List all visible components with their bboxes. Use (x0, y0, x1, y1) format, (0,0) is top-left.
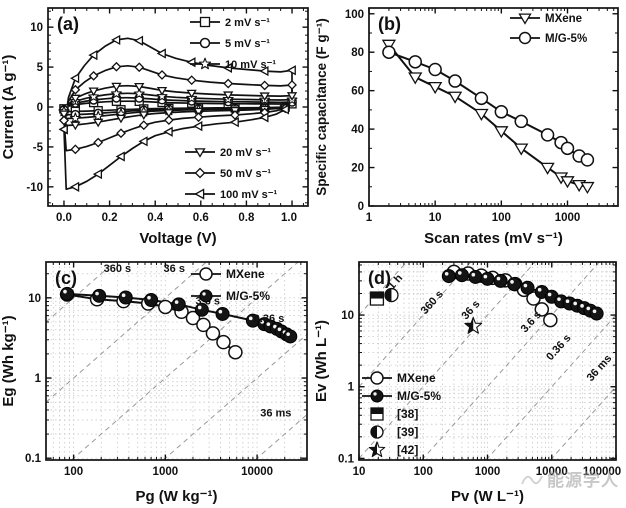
svg-text:10: 10 (353, 466, 366, 478)
svg-text:100 mV s⁻¹: 100 mV s⁻¹ (220, 189, 278, 201)
svg-text:Pg (W kg⁻¹): Pg (W kg⁻¹) (135, 488, 217, 505)
svg-text:10: 10 (341, 310, 354, 322)
svg-text:0.1: 0.1 (338, 453, 355, 465)
svg-text:0.36 s: 0.36 s (254, 313, 285, 325)
svg-text:[39]: [39] (397, 425, 418, 439)
svg-text:Current (A g⁻¹): Current (A g⁻¹) (0, 55, 17, 160)
svg-text:0.4: 0.4 (147, 212, 164, 224)
svg-text:MXene: MXene (397, 371, 436, 385)
svg-text:10: 10 (429, 212, 442, 224)
svg-text:0: 0 (358, 201, 364, 213)
svg-text:10000: 10000 (241, 466, 273, 478)
svg-text:10000: 10000 (536, 466, 568, 478)
top-row: 0.0 0.2 0.4 0.6 0.8 1.0 -10 -5 0 5 10 Voltage (V) Cu… (0, 0, 626, 250)
svg-text:0.6: 0.6 (193, 212, 209, 224)
svg-text:Scan rates (mV s⁻¹): Scan rates (mV s⁻¹) (424, 230, 563, 247)
svg-text:100000: 100000 (583, 466, 621, 478)
svg-text:[38]: [38] (397, 407, 418, 421)
svg-text:0.8: 0.8 (238, 212, 255, 224)
svg-text:1000: 1000 (153, 466, 179, 478)
panel-b-capacitance-chart: 1 10 100 1000 0 20 40 60 80 100 Scan rates (mV s⁻¹… (314, 7, 619, 247)
svg-text:60: 60 (351, 86, 364, 98)
svg-text:(b): (b) (378, 14, 401, 34)
svg-text:1: 1 (348, 382, 355, 394)
svg-text:20 mV s⁻¹: 20 mV s⁻¹ (220, 147, 271, 159)
svg-text:2 mV s⁻¹: 2 mV s⁻¹ (225, 17, 270, 29)
svg-text:1000: 1000 (555, 212, 581, 224)
svg-text:0: 0 (37, 102, 43, 114)
svg-text:MXene: MXene (226, 267, 265, 281)
svg-text:0.1: 0.1 (25, 453, 42, 465)
svg-text:1: 1 (35, 373, 42, 385)
svg-text:M/G-5%: M/G-5% (397, 389, 441, 403)
svg-text:[42]: [42] (397, 443, 418, 457)
svg-text:100: 100 (492, 212, 511, 224)
svg-text:5: 5 (37, 62, 44, 74)
svg-text:50 mV s⁻¹: 50 mV s⁻¹ (220, 168, 271, 180)
svg-text:(c): (c) (55, 268, 77, 288)
svg-text:100: 100 (414, 466, 433, 478)
svg-text:Specific capacitance (F g⁻¹): Specific capacitance (F g⁻¹) (314, 18, 329, 195)
svg-text:40: 40 (351, 124, 364, 136)
svg-text:36 ms: 36 ms (260, 408, 291, 420)
svg-text:100: 100 (345, 9, 364, 21)
bottom-row: 360 s36 s3.6 s0.36 s36 ms1001000100000.1… (0, 250, 626, 508)
svg-text:10: 10 (30, 22, 43, 34)
svg-text:1: 1 (366, 212, 373, 224)
panel-d: 1 h 360 s 36 s 3.6 s 0.36 s 36 ms 10 100 1000 100… (313, 250, 626, 508)
svg-text:10 mV s⁻¹: 10 mV s⁻¹ (225, 59, 276, 71)
svg-text:Pv (W L⁻¹): Pv (W L⁻¹) (451, 488, 524, 505)
svg-text:36 s: 36 s (164, 263, 185, 275)
svg-text:1.0: 1.0 (281, 212, 297, 224)
svg-text:-10: -10 (26, 182, 43, 194)
svg-text:20: 20 (351, 163, 364, 175)
svg-text:(a): (a) (57, 14, 79, 34)
svg-text:100: 100 (64, 466, 83, 478)
svg-text:M/G-5%: M/G-5% (226, 289, 270, 303)
panel-a: 0.0 0.2 0.4 0.6 0.8 1.0 -10 -5 0 5 10 Voltage (V) Cu… (0, 0, 313, 250)
svg-text:(d): (d) (368, 268, 391, 288)
svg-text:360 s: 360 s (419, 288, 446, 317)
svg-text:80: 80 (351, 47, 364, 59)
svg-text:-5: -5 (33, 142, 44, 154)
panel-c-ragone-chart: 360 s36 s3.6 s0.36 s36 ms1001000100000.1… (0, 261, 308, 505)
svg-text:0.2: 0.2 (102, 212, 118, 224)
svg-text:Eg (Wh kg⁻¹): Eg (Wh kg⁻¹) (0, 315, 17, 406)
svg-text:36 s: 36 s (459, 298, 482, 322)
svg-text:1000: 1000 (475, 466, 501, 478)
svg-text:Ev (Wh L⁻¹): Ev (Wh L⁻¹) (313, 320, 330, 402)
svg-text:360 s: 360 s (104, 263, 132, 275)
panel-b: 1 10 100 1000 0 20 40 60 80 100 Scan rates (mV s⁻¹… (313, 0, 626, 250)
svg-text:0.0: 0.0 (56, 212, 72, 224)
svg-text:Voltage (V): Voltage (V) (139, 230, 216, 247)
panel-c: 360 s36 s3.6 s0.36 s36 ms1001000100000.1… (0, 250, 313, 508)
svg-text:M/G-5%: M/G-5% (545, 33, 587, 45)
panel-a-cv-chart: 0.0 0.2 0.4 0.6 0.8 1.0 -10 -5 0 5 10 Voltage (V) Cu… (0, 7, 309, 247)
svg-text:5 mV s⁻¹: 5 mV s⁻¹ (225, 38, 270, 50)
svg-text:10: 10 (28, 293, 41, 305)
svg-text:MXene: MXene (545, 13, 582, 25)
